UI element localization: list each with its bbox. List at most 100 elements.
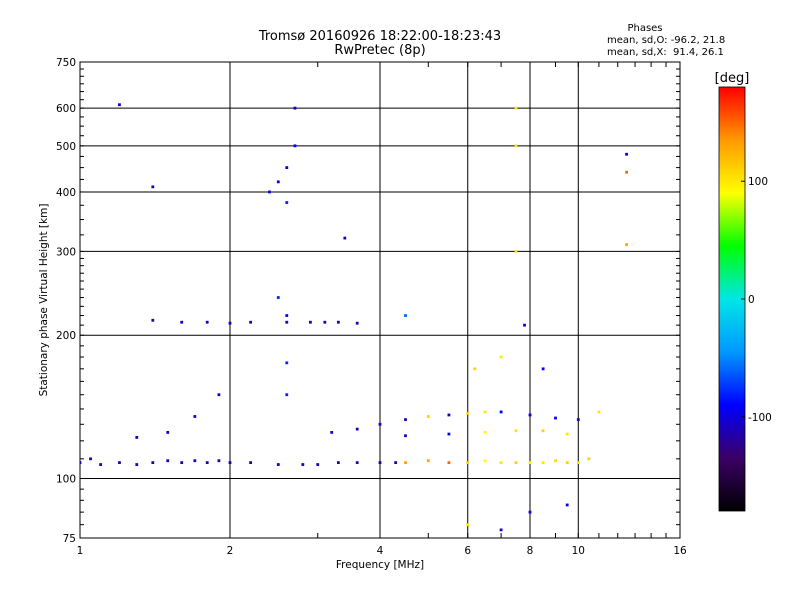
data-point (228, 321, 232, 325)
data-point (541, 461, 545, 465)
y-tick-label: 100 (56, 474, 76, 486)
x-tick-label: 4 (377, 545, 384, 557)
minor-ticks (79, 61, 681, 538)
data-point (285, 393, 289, 397)
colorbar-label: [deg] (715, 71, 750, 86)
data-point (576, 461, 580, 465)
data-point (293, 144, 297, 148)
data-point (565, 503, 569, 507)
data-point (228, 461, 232, 465)
data-point (80, 461, 82, 465)
data-point (151, 318, 155, 322)
data-point (336, 461, 340, 465)
x-tick-labels: 1 2 4 6 8 10 16 (77, 545, 687, 557)
data-point (217, 393, 221, 397)
colorbar-ticks: 100 0 -100 (741, 176, 772, 424)
data-point (514, 250, 518, 253)
x-tick-label: 2 (227, 545, 234, 557)
data-points (80, 103, 628, 532)
data-point (336, 320, 340, 324)
data-point (483, 410, 487, 414)
data-point (394, 461, 398, 465)
data-point (466, 412, 470, 415)
data-point (499, 528, 503, 532)
data-point (447, 432, 451, 436)
data-point (554, 459, 557, 463)
data-point (355, 427, 359, 431)
y-tick-labels: 75 100 200 300 400 500 600 750 (56, 57, 76, 545)
phase-box-heading: Phases (627, 23, 662, 34)
data-point (499, 461, 503, 465)
data-point (193, 459, 197, 463)
y-tick-label: 600 (56, 103, 76, 115)
data-point (576, 418, 580, 421)
data-point (285, 314, 289, 317)
data-point (180, 320, 184, 324)
data-point (355, 321, 359, 325)
x-tick-label: 6 (464, 545, 471, 557)
chart-subtitle: RwPretec (8p) (334, 43, 425, 58)
data-point (135, 436, 139, 439)
x-tick-label: 1 (77, 545, 84, 557)
data-point (625, 170, 628, 174)
data-point (554, 416, 557, 420)
data-point (447, 413, 451, 417)
colorbar-tick-label: -100 (748, 412, 772, 424)
grid-lines (80, 62, 680, 538)
data-point (99, 463, 103, 466)
y-tick-label: 75 (63, 533, 76, 545)
data-point (293, 106, 297, 110)
x-tick-label: 10 (572, 545, 585, 557)
data-point (249, 320, 253, 324)
data-point (597, 410, 601, 414)
data-point (89, 457, 92, 461)
data-point (514, 106, 518, 110)
phase-box-o: mean, sd,O: -96.2, 21.8 (607, 35, 725, 46)
data-point (499, 410, 503, 414)
y-axis-label: Stationary phase Virtual Height [km] (38, 204, 50, 397)
data-point (523, 323, 526, 327)
colorbar-tick-label: 0 (748, 294, 755, 306)
y-tick-label: 200 (56, 330, 76, 342)
data-point (316, 463, 320, 466)
data-point (118, 103, 121, 107)
data-point (166, 459, 170, 463)
phase-box-x: mean, sd,X: 91.4, 26.1 (607, 47, 724, 58)
data-point (483, 431, 487, 434)
data-point (205, 320, 209, 324)
x-tick-label: 8 (527, 545, 534, 557)
data-point (565, 461, 569, 465)
data-point (285, 201, 289, 204)
data-point (285, 361, 289, 365)
data-point (404, 314, 407, 317)
data-point (473, 367, 477, 371)
data-point (330, 431, 334, 434)
data-point (166, 431, 170, 434)
data-point (135, 463, 139, 466)
data-point (499, 355, 503, 359)
data-point (193, 415, 197, 418)
data-point (514, 144, 518, 148)
y-tick-label: 400 (56, 187, 76, 199)
data-point (625, 152, 628, 156)
data-point (447, 461, 451, 465)
data-point (587, 457, 591, 461)
data-point (285, 166, 289, 170)
data-point (541, 429, 545, 433)
data-point (378, 461, 382, 465)
data-point (528, 510, 532, 514)
data-point (151, 185, 155, 189)
data-point (355, 461, 359, 465)
y-tick-label: 500 (56, 141, 76, 153)
data-point (426, 459, 430, 463)
data-point (514, 429, 518, 433)
data-point (276, 180, 280, 184)
x-axis-label: Frequency [MHz] (336, 559, 424, 571)
y-tick-label: 750 (56, 57, 76, 69)
data-point (276, 296, 280, 299)
data-point (404, 418, 407, 421)
data-point (309, 320, 312, 324)
data-point (118, 461, 121, 465)
data-point (151, 461, 155, 465)
data-point (343, 236, 347, 240)
